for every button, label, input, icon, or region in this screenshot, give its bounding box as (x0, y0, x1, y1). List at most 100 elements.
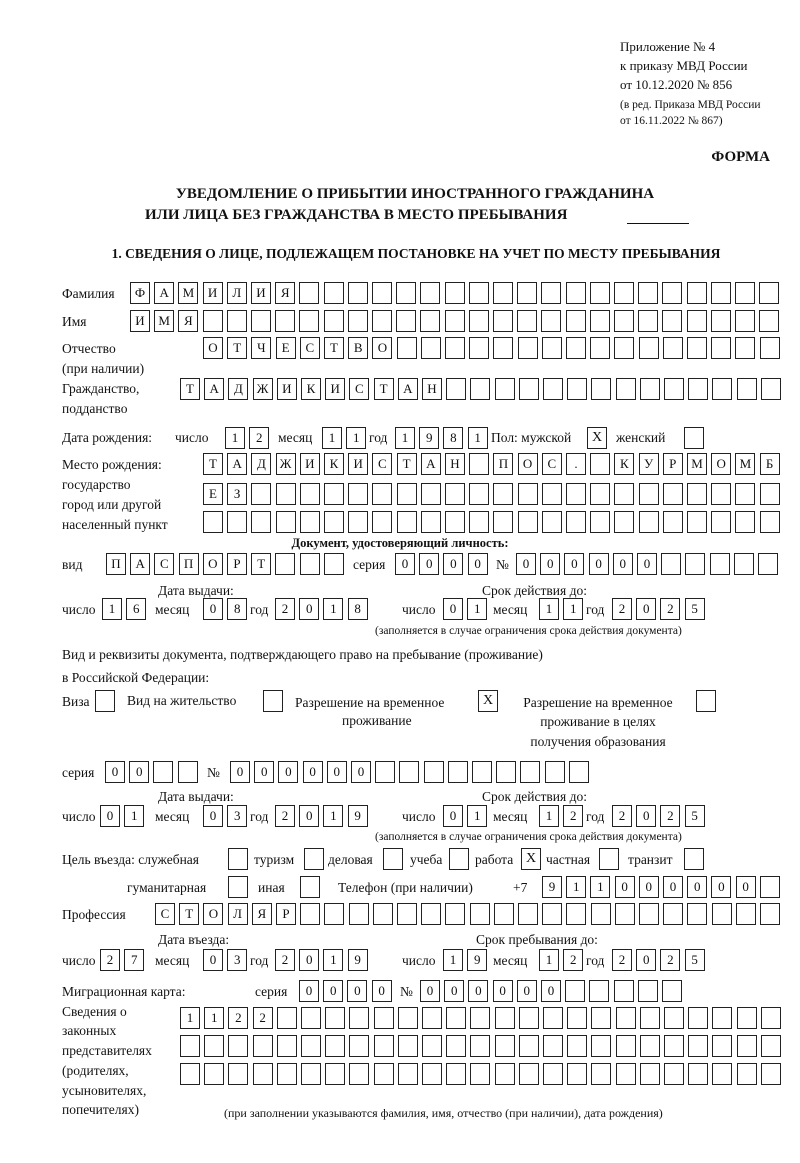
char-cell[interactable] (468, 282, 489, 304)
char-cell[interactable]: Т (396, 453, 417, 475)
char-cell[interactable] (735, 337, 756, 359)
char-cell[interactable]: 2 (660, 598, 681, 620)
char-cell[interactable] (422, 1063, 442, 1085)
char-cell[interactable]: Я (275, 282, 296, 304)
char-cell[interactable]: Р (227, 553, 247, 575)
purpose-private-checkbox[interactable] (599, 848, 619, 870)
char-cell[interactable] (325, 1063, 346, 1085)
char-cell[interactable]: 0 (371, 980, 392, 1002)
char-cell[interactable]: 0 (254, 761, 275, 783)
char-cell[interactable] (470, 1063, 491, 1085)
char-cell[interactable] (325, 1035, 346, 1057)
char-cell[interactable]: 0 (203, 598, 223, 620)
char-cell[interactable] (639, 903, 659, 925)
char-cell[interactable] (711, 337, 732, 359)
char-cell[interactable]: 0 (541, 980, 561, 1002)
edu-permit-checkbox[interactable] (696, 690, 716, 712)
char-cell[interactable]: 9 (419, 427, 440, 449)
char-cell[interactable]: Т (251, 553, 272, 575)
char-cell[interactable] (493, 511, 514, 533)
char-cell[interactable] (566, 903, 587, 925)
char-cell[interactable] (565, 282, 586, 304)
char-cell[interactable] (735, 483, 756, 505)
char-cell[interactable] (494, 1007, 515, 1029)
char-cell[interactable] (446, 1035, 467, 1057)
char-cell[interactable]: О (711, 453, 732, 475)
char-cell[interactable] (496, 761, 517, 783)
char-cell[interactable]: 1 (395, 427, 415, 449)
char-cell[interactable]: 2 (660, 805, 681, 827)
char-cell[interactable] (347, 282, 368, 304)
char-cell[interactable]: Я (251, 903, 272, 925)
char-cell[interactable]: 7 (124, 949, 145, 971)
char-cell[interactable] (349, 1035, 370, 1057)
char-cell[interactable] (445, 511, 465, 533)
char-cell[interactable] (493, 310, 513, 332)
char-cell[interactable] (469, 337, 490, 359)
char-cell[interactable]: 1 (102, 598, 122, 620)
char-cell[interactable] (251, 511, 272, 533)
char-cell[interactable] (177, 761, 198, 783)
char-cell[interactable] (396, 337, 417, 359)
char-cell[interactable] (638, 337, 659, 359)
char-cell[interactable]: 9 (467, 949, 488, 971)
char-cell[interactable] (664, 378, 684, 400)
char-cell[interactable] (638, 310, 659, 332)
char-cell[interactable] (275, 310, 296, 332)
temp-permit-checkbox[interactable]: X (478, 690, 498, 712)
char-cell[interactable] (759, 511, 780, 533)
char-cell[interactable]: М (687, 453, 707, 475)
char-cell[interactable] (518, 1063, 539, 1085)
char-cell[interactable] (541, 310, 562, 332)
char-cell[interactable] (420, 282, 441, 304)
char-cell[interactable] (710, 310, 731, 332)
char-cell[interactable]: 0 (395, 553, 415, 575)
char-cell[interactable] (445, 337, 465, 359)
char-cell[interactable]: 0 (540, 553, 561, 575)
char-cell[interactable]: 8 (347, 598, 368, 620)
char-cell[interactable]: 0 (636, 805, 657, 827)
char-cell[interactable]: С (372, 453, 393, 475)
char-cell[interactable] (518, 1035, 539, 1057)
char-cell[interactable]: Т (324, 337, 344, 359)
char-cell[interactable]: С (299, 337, 320, 359)
char-cell[interactable] (396, 310, 417, 332)
char-cell[interactable]: 2 (100, 949, 120, 971)
char-cell[interactable] (615, 1063, 636, 1085)
char-cell[interactable]: Ж (252, 378, 273, 400)
char-cell[interactable]: 5 (684, 598, 705, 620)
char-cell[interactable]: И (276, 378, 297, 400)
char-cell[interactable] (372, 282, 392, 304)
char-cell[interactable] (566, 511, 586, 533)
char-cell[interactable] (567, 1063, 588, 1085)
char-cell[interactable] (736, 1035, 757, 1057)
char-cell[interactable] (567, 1007, 588, 1029)
char-cell[interactable] (759, 337, 780, 359)
char-cell[interactable]: 1 (566, 876, 587, 898)
char-cell[interactable] (228, 1063, 249, 1085)
char-cell[interactable] (446, 1063, 467, 1085)
char-cell[interactable] (614, 282, 634, 304)
char-cell[interactable] (347, 310, 368, 332)
char-cell[interactable] (517, 511, 538, 533)
char-cell[interactable] (736, 378, 757, 400)
char-cell[interactable] (299, 282, 320, 304)
char-cell[interactable] (518, 903, 538, 925)
char-cell[interactable] (299, 511, 320, 533)
char-cell[interactable] (399, 761, 420, 783)
char-cell[interactable]: М (735, 453, 756, 475)
char-cell[interactable]: О (372, 337, 393, 359)
char-cell[interactable] (372, 310, 392, 332)
char-cell[interactable]: 0 (444, 980, 465, 1002)
char-cell[interactable]: 0 (129, 761, 150, 783)
char-cell[interactable]: 0 (347, 980, 368, 1002)
char-cell[interactable]: 3 (227, 949, 248, 971)
char-cell[interactable]: М (154, 310, 175, 332)
char-cell[interactable]: 1 (225, 427, 245, 449)
char-cell[interactable]: 0 (351, 761, 371, 783)
char-cell[interactable] (517, 310, 538, 332)
char-cell[interactable] (735, 511, 756, 533)
char-cell[interactable]: Ф (130, 282, 150, 304)
char-cell[interactable] (494, 1063, 515, 1085)
char-cell[interactable]: А (130, 553, 151, 575)
